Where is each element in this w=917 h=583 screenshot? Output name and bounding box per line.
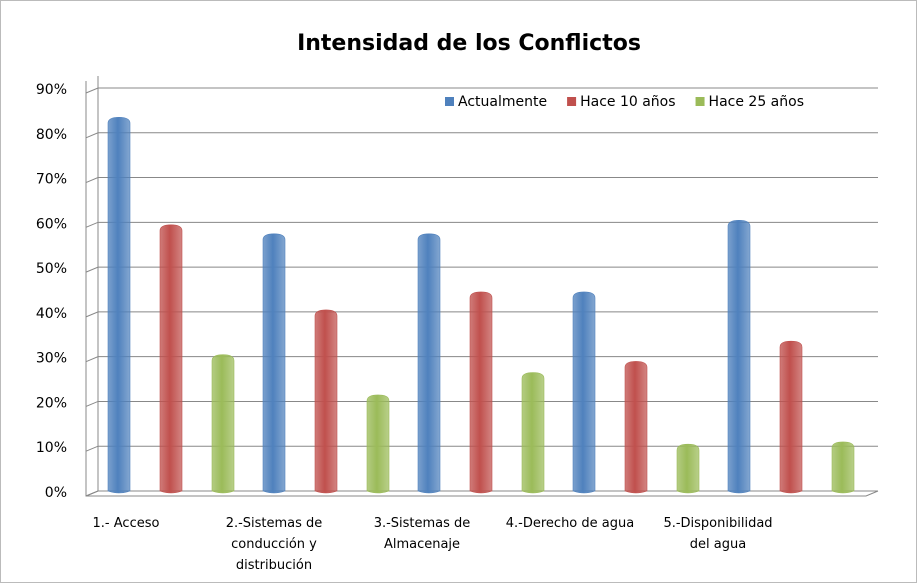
bar: [366, 394, 390, 494]
y-tick-label: 10%: [36, 440, 67, 456]
bar: [676, 443, 700, 494]
bar: [211, 354, 235, 494]
bar: [779, 340, 803, 494]
y-tick-label: 90%: [36, 82, 67, 98]
x-tick-label: 3.-Sistemas de Almacenaje: [373, 516, 471, 552]
grid-line: [85, 490, 878, 497]
bar: [469, 291, 493, 494]
grid-line: [85, 266, 878, 273]
grid-line: [85, 132, 878, 139]
y-tick-label: 40%: [36, 306, 67, 322]
x-tick-label: 5.-Disponibilidad del agua: [663, 516, 773, 552]
grid-line: [85, 400, 878, 407]
bar: [107, 117, 131, 494]
bar: [417, 233, 441, 494]
bar: [831, 441, 855, 494]
grid-line: [85, 356, 878, 363]
y-tick-label: 80%: [36, 127, 67, 143]
bar: [572, 291, 596, 494]
chart-title: Intensidad de los Conflictos: [297, 31, 641, 56]
grid-line: [85, 445, 878, 452]
y-tick-label: 60%: [36, 216, 67, 232]
y-tick-label: 20%: [36, 395, 67, 411]
grid-line: [85, 221, 878, 228]
legend-swatch: [445, 97, 454, 106]
y-tick-label: 0%: [45, 485, 67, 501]
bar: [727, 220, 751, 494]
bar: [314, 309, 338, 494]
bar: [521, 372, 545, 494]
y-tick-label: 50%: [36, 261, 67, 277]
bar: [624, 361, 648, 494]
grid-line: [85, 87, 878, 94]
legend-label: Hace 25 años: [709, 94, 804, 110]
bar: [262, 233, 286, 494]
legend-label: Hace 10 años: [580, 94, 675, 110]
legend-swatch: [695, 97, 705, 106]
x-tick-label: 2.-Sistemas de conducción y distribución: [225, 516, 323, 573]
legend-swatch: [567, 97, 577, 106]
bar: [159, 224, 183, 494]
x-tick-label: 1.- Acceso: [92, 516, 160, 531]
x-tick-label: 4.-Derecho de agua: [505, 516, 635, 531]
grid-line: [85, 177, 878, 184]
grid-line: [85, 311, 878, 318]
y-tick-label: 30%: [36, 351, 67, 367]
legend-label: Actualmente: [458, 94, 547, 110]
y-tick-label: 70%: [36, 172, 67, 188]
